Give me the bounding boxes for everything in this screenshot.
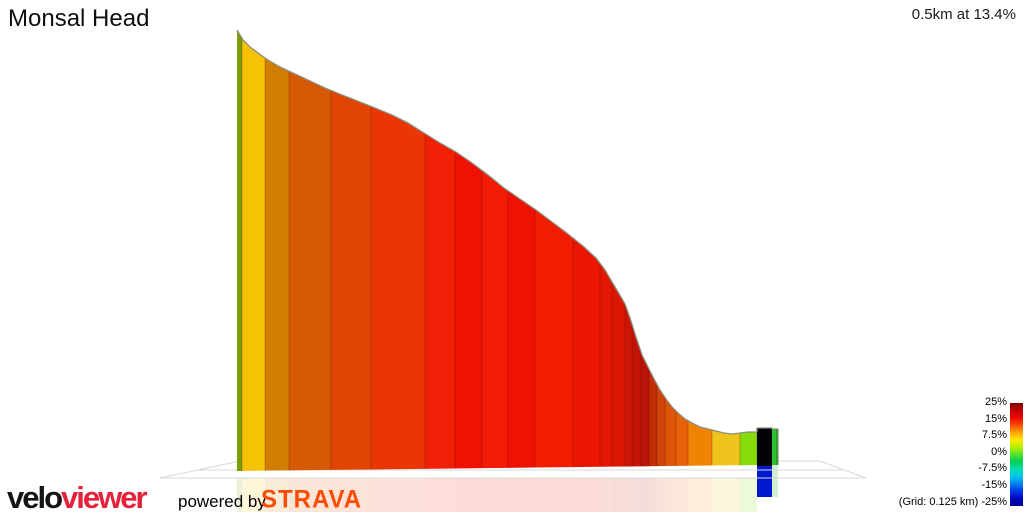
reflection-band: [331, 478, 371, 512]
gradient-band: [665, 397, 676, 467]
gradient-band: [641, 352, 649, 467]
gradient-legend-bar: [1010, 403, 1023, 506]
gradient-band: [237, 30, 242, 471]
gradient-band: [612, 282, 625, 467]
legend-label: 25%: [984, 396, 1007, 408]
veloviewer-logo-velo: velo: [7, 480, 63, 515]
gradient-band: [688, 420, 712, 466]
gradient-band: [535, 209, 573, 468]
reflection-band: [371, 478, 425, 512]
gradient-band: [455, 151, 482, 469]
legend-label: 7.5%: [981, 429, 1007, 441]
gradient-band: [657, 384, 665, 467]
veloviewer-logo-viewer: viewer: [61, 480, 148, 515]
reflection-band: [482, 478, 508, 512]
reflection-band: [657, 478, 665, 512]
legend-label-grid-note: (Grid: 0.125 km) -25%: [898, 496, 1007, 508]
gradient-band: [712, 430, 740, 466]
reflection-band: [265, 478, 289, 512]
black-band: [757, 428, 772, 466]
gradient-band: [625, 304, 632, 467]
reflection-band: [740, 478, 757, 512]
reflection-band: [535, 478, 573, 512]
gradient-band: [508, 190, 535, 468]
reflection-band: [625, 478, 632, 512]
profile-outline-tail: [756, 427, 779, 465]
gradient-band: [482, 170, 508, 469]
reflection-band: [676, 478, 688, 512]
reflection-band: [425, 478, 455, 512]
strava-logo[interactable]: STRAVA: [261, 485, 363, 514]
reflection-band: [632, 478, 641, 512]
gradient-band: [600, 263, 612, 467]
gradient-band: [632, 324, 641, 467]
veloviewer-logo[interactable]: veloviewer: [7, 480, 148, 516]
reflection-band: [712, 478, 740, 512]
legend-label: -7.5%: [978, 462, 1007, 474]
reflection-band: [508, 478, 535, 512]
gradient-band: [676, 411, 688, 466]
legend-label: 0%: [991, 446, 1007, 458]
gradient-band: [265, 57, 289, 471]
reflection-band: [688, 478, 712, 512]
gradient-band: [331, 90, 371, 470]
gradient-band: [289, 71, 331, 471]
gradient-band: [242, 38, 265, 471]
reflection-band: [573, 478, 600, 512]
reflection-band: [242, 478, 265, 512]
reflection-band: [641, 478, 649, 512]
below-grade-blue-strip: [757, 466, 772, 497]
page-title: Monsal Head: [8, 5, 150, 32]
legend-label: -15%: [981, 479, 1007, 491]
gradient-band: [740, 432, 757, 466]
gradient-band: [649, 369, 657, 467]
powered-by-label: powered by: [178, 492, 266, 511]
climb-summary: 0.5km at 13.4%: [911, 6, 1016, 23]
gradient-band: [425, 133, 455, 469]
ribbon-right-face: [772, 429, 778, 465]
reflection-band: [289, 478, 331, 512]
reflection-band: [665, 478, 676, 512]
reflection-band: [600, 478, 612, 512]
reflection-band: [455, 478, 482, 512]
gradient-band: [573, 238, 600, 468]
reflection-band: [649, 478, 657, 512]
gradient-band: [371, 106, 425, 470]
legend-label: 15%: [984, 413, 1007, 425]
below-grade-green-ghost: [772, 465, 778, 497]
reflection-band: [237, 478, 242, 512]
profile-outline: [236, 29, 757, 435]
reflection-band: [612, 478, 625, 512]
